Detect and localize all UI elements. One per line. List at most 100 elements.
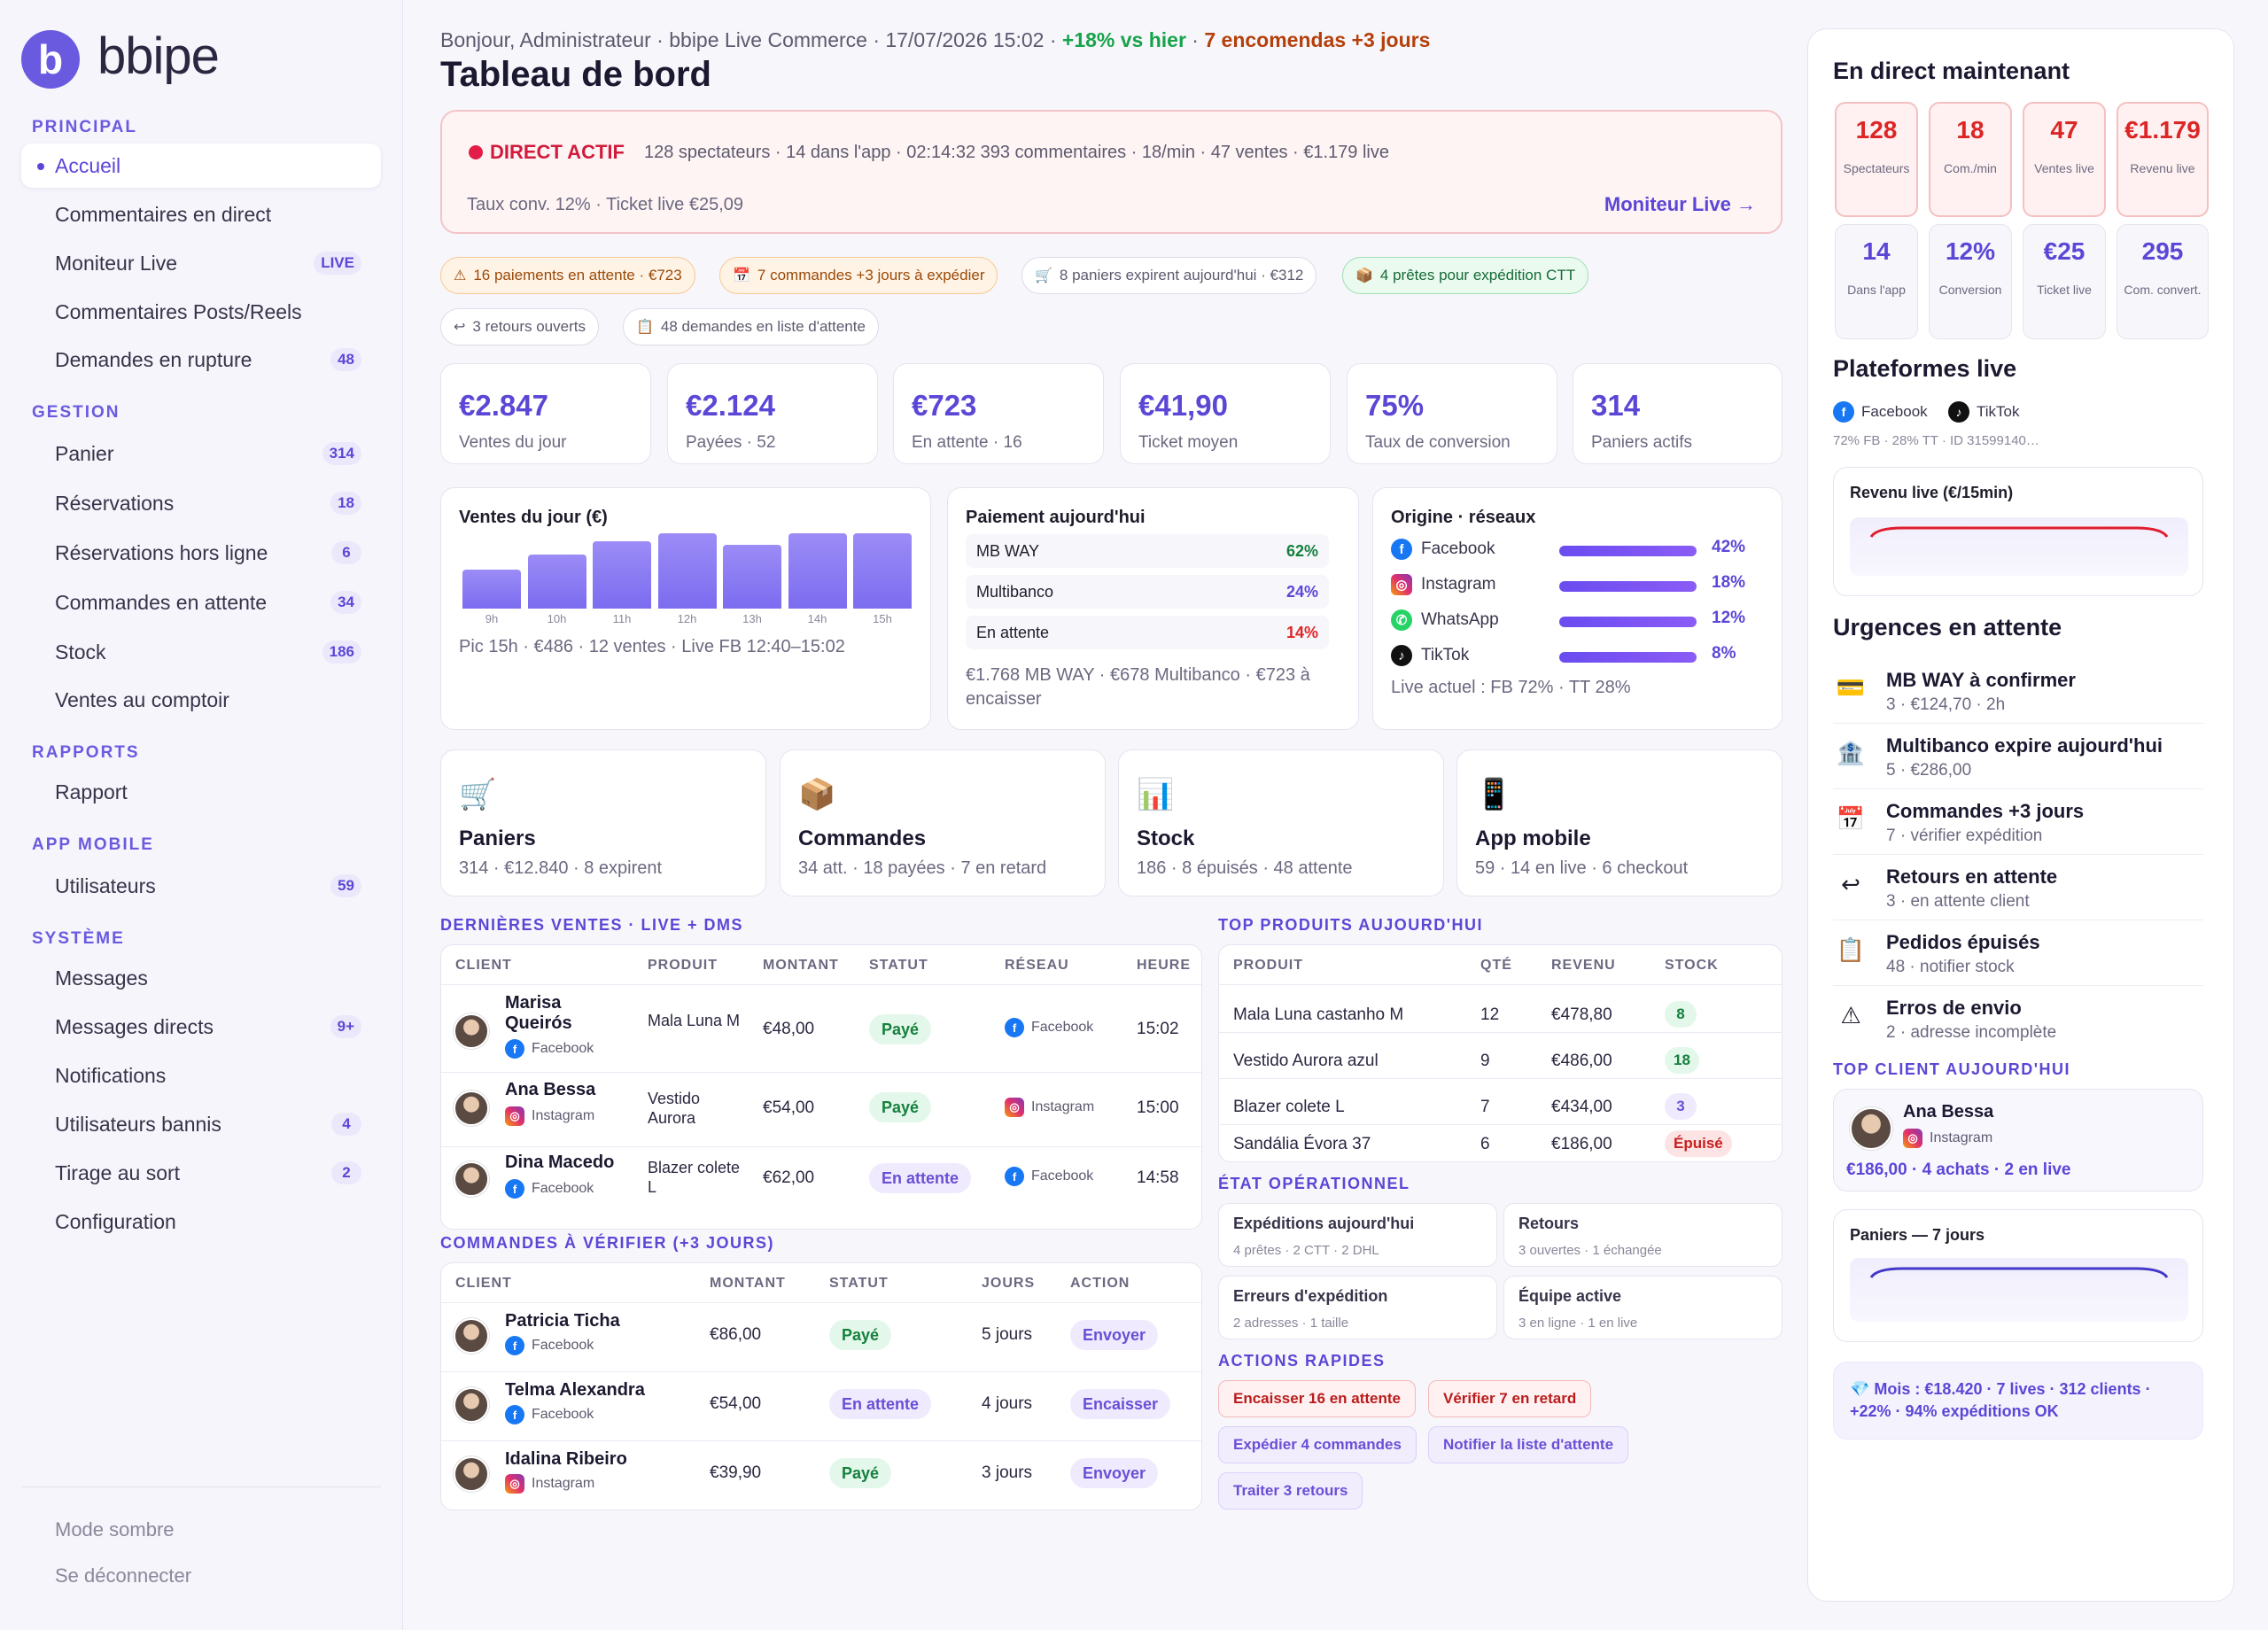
- collect-pending-button[interactable]: Encaisser 16 en attente: [1218, 1380, 1416, 1417]
- bar-chart-icon: 📊: [1137, 778, 1175, 811]
- op-card-team[interactable]: Équipe active 3 en ligne · 1 en live: [1503, 1276, 1783, 1339]
- live-conversion: Taux conv. 12% · Ticket live €25,09: [467, 195, 744, 214]
- sidebar-item-moniteur-live[interactable]: Moniteur Live LIVE: [21, 241, 381, 285]
- kpi-card[interactable]: €2.124 Payées · 52: [667, 363, 878, 464]
- alert-chip-payments[interactable]: ⚠ 16 paiements en attente · €723: [440, 257, 695, 294]
- sidebar-item-utilisateurs-bannis[interactable]: Utilisateurs bannis 4: [21, 1102, 381, 1146]
- kpi-value: 75%: [1365, 389, 1425, 422]
- client-name[interactable]: Telma Alexandra: [505, 1380, 645, 1400]
- brand-logo[interactable]: b: [21, 30, 80, 89]
- amount: €54,00: [763, 1098, 815, 1117]
- collect-button[interactable]: Encaisser: [1070, 1389, 1171, 1419]
- sales-chart-card: Ventes du jour (€) 9h 10h 11h 12h 13h 14h 15h …: [440, 487, 931, 730]
- time: 15:02: [1137, 1020, 1179, 1038]
- sidebar-item-rapport[interactable]: Rapport: [55, 780, 128, 803]
- stock-badge: Épuisé: [1665, 1130, 1732, 1157]
- ship-orders-button[interactable]: Expédier 4 commandes: [1218, 1426, 1417, 1463]
- urgent-item[interactable]: 📋 Pedidos épuisés 48 · notifier stock: [1833, 922, 2203, 986]
- sidebar-item-reservations[interactable]: Réservations 18: [21, 481, 381, 525]
- summary-card-stock[interactable]: 📊 Stock 186 · 8 épuisés · 48 attente: [1118, 749, 1444, 896]
- live-monitor-link[interactable]: Moniteur Live →: [1604, 193, 1756, 215]
- alert-chip-carts[interactable]: 🛒 8 paniers expirent aujourd'hui · €312: [1021, 257, 1317, 294]
- product-name[interactable]: Vestido Aurora azul: [1233, 1052, 1379, 1070]
- sidebar-item-demandes-rupture[interactable]: Demandes en rupture 48: [21, 338, 381, 382]
- client-name[interactable]: Ana Bessa: [505, 1080, 596, 1099]
- sidebar-item-ventes-comptoir[interactable]: Ventes au comptoir: [55, 687, 229, 711]
- logout-link[interactable]: Se déconnecter: [55, 1564, 192, 1587]
- kpi-value: €2.847: [459, 389, 548, 422]
- count-badge: 314: [322, 442, 361, 465]
- sales-bar[interactable]: [593, 541, 651, 609]
- op-card-returns[interactable]: Retours 3 ouvertes · 1 échangée: [1503, 1203, 1783, 1267]
- op-card-shipping-errors[interactable]: Erreurs d'expédition 2 adresses · 1 taill…: [1218, 1276, 1497, 1339]
- payments-footer: €1.768 MB WAY · €678 Multibanco · €723 à…: [966, 665, 1310, 709]
- sales-bar[interactable]: [657, 533, 717, 609]
- client-name[interactable]: Marisa Queirós: [505, 993, 572, 1033]
- client-name[interactable]: Dina Macedo: [505, 1153, 615, 1172]
- sidebar-item-configuration[interactable]: Configuration: [55, 1209, 176, 1233]
- verify-late-button[interactable]: Vérifier 7 en retard: [1428, 1380, 1592, 1417]
- sales-bar[interactable]: [723, 545, 781, 609]
- urgent-item[interactable]: 💳 MB WAY à confirmer 3 · €124,70 · 2h: [1833, 660, 2203, 724]
- op-card-shipping[interactable]: Expéditions aujourd'hui 4 prêtes · 2 CTT …: [1218, 1203, 1497, 1267]
- facebook-icon: f: [505, 1039, 524, 1059]
- kpi-card[interactable]: 75% Taux de conversion: [1347, 363, 1557, 464]
- whatsapp-icon: ✆: [1391, 609, 1412, 631]
- sidebar-item-notifications[interactable]: Notifications: [55, 1063, 167, 1087]
- process-returns-button[interactable]: Traiter 3 retours: [1218, 1472, 1363, 1510]
- sidebar-item-commandes-attente[interactable]: Commandes en attente 34: [21, 580, 381, 625]
- platform-facebook[interactable]: f Facebook: [1833, 401, 1928, 423]
- alert-chip-shipping[interactable]: 📦 4 prêtes pour expédition CTT: [1342, 257, 1589, 294]
- qty: 12: [1480, 1005, 1500, 1024]
- sidebar-item-panier[interactable]: Panier 314: [21, 431, 381, 476]
- package-icon: 📦: [798, 778, 836, 811]
- dark-mode-toggle[interactable]: Mode sombre: [55, 1518, 175, 1541]
- alert-chip-waitlist[interactable]: 📋 48 demandes en liste d'attente: [623, 308, 879, 345]
- product-name[interactable]: Sandália Évora 37: [1233, 1135, 1371, 1153]
- payments-card: Paiement aujourd'hui MB WAY 62% Multibanc…: [947, 487, 1359, 730]
- sales-bar[interactable]: [788, 533, 847, 609]
- urgent-item[interactable]: 🏦 Multibanco expire aujourd'hui 5 · €286,0…: [1833, 726, 2203, 789]
- sidebar-item-utilisateurs[interactable]: Utilisateurs 59: [21, 864, 381, 908]
- sidebar-item-messages[interactable]: Messages: [55, 966, 148, 990]
- sidebar-item-commentaires-posts[interactable]: Commentaires Posts/Reels: [55, 299, 302, 323]
- revenue: €434,00: [1551, 1098, 1612, 1116]
- product-name[interactable]: Mala Luna castanho M: [1233, 1005, 1404, 1024]
- alert-chip-returns[interactable]: ↩ 3 retours ouverts: [440, 308, 599, 345]
- urgent-item[interactable]: ⚠ Erros de envio 2 · adresse incomplète: [1833, 988, 2203, 1052]
- sidebar-item-stock[interactable]: Stock 186: [21, 630, 381, 674]
- alert-chip-orders[interactable]: 📅 7 commandes +3 jours à expédier: [719, 257, 998, 294]
- clipboard-icon: 📋: [1836, 936, 1866, 963]
- product-name[interactable]: Blazer colete L: [1233, 1098, 1345, 1116]
- sales-bar[interactable]: [462, 570, 521, 609]
- sales-bar[interactable]: [853, 533, 912, 609]
- urgent-item[interactable]: 📅 Commandes +3 jours 7 · vérifier expéditi…: [1833, 791, 2203, 855]
- sidebar-item-reservations-hors-ligne[interactable]: Réservations hors ligne 6: [21, 531, 381, 575]
- kpi-card[interactable]: 314 Paniers actifs: [1573, 363, 1783, 464]
- count-badge: 18: [330, 492, 361, 515]
- sales-bar[interactable]: [527, 555, 586, 609]
- kpi-card[interactable]: €2.847 Ventes du jour: [440, 363, 651, 464]
- client-name[interactable]: Idalina Ribeiro: [505, 1449, 627, 1469]
- kpi-card[interactable]: €41,90 Ticket moyen: [1120, 363, 1331, 464]
- sidebar-item-messages-directs[interactable]: Messages directs 9+: [21, 1005, 381, 1049]
- client-name[interactable]: Patricia Ticha: [505, 1311, 620, 1331]
- sidebar-item-accueil[interactable]: Accueil: [21, 144, 381, 188]
- sidebar-item-tirage-sort[interactable]: Tirage au sort 2: [21, 1151, 381, 1195]
- summary-card-paniers[interactable]: 🛒 Paniers 314 · €12.840 · 8 expirent: [440, 749, 766, 896]
- platform-tiktok[interactable]: ♪ TikTok: [1948, 401, 2020, 423]
- amount: €62,00: [763, 1168, 815, 1187]
- client-network: f Facebook: [505, 1405, 594, 1424]
- brand-name[interactable]: bbipe: [97, 27, 220, 85]
- sidebar-item-commentaires-direct[interactable]: Commentaires en direct: [55, 202, 272, 226]
- send-button[interactable]: Envoyer: [1070, 1458, 1159, 1488]
- facebook-icon: f: [505, 1405, 524, 1424]
- summary-card-commandes[interactable]: 📦 Commandes 34 att. · 18 payées · 7 en ret…: [780, 749, 1106, 896]
- send-button[interactable]: Envoyer: [1070, 1320, 1159, 1350]
- notify-waitlist-button[interactable]: Notifier la liste d'attente: [1428, 1426, 1629, 1463]
- urgent-item[interactable]: ↩ Retours en attente 3 · en attente client: [1833, 857, 2203, 920]
- kpi-card[interactable]: €723 En attente · 16: [893, 363, 1104, 464]
- live-badge: LIVE: [314, 252, 361, 275]
- summary-card-app-mobile[interactable]: 📱 App mobile 59 · 14 en live · 6 checkout: [1456, 749, 1783, 896]
- top-client-card[interactable]: Ana Bessa ◎ Instagram €186,00 · 4 achats …: [1833, 1089, 2203, 1191]
